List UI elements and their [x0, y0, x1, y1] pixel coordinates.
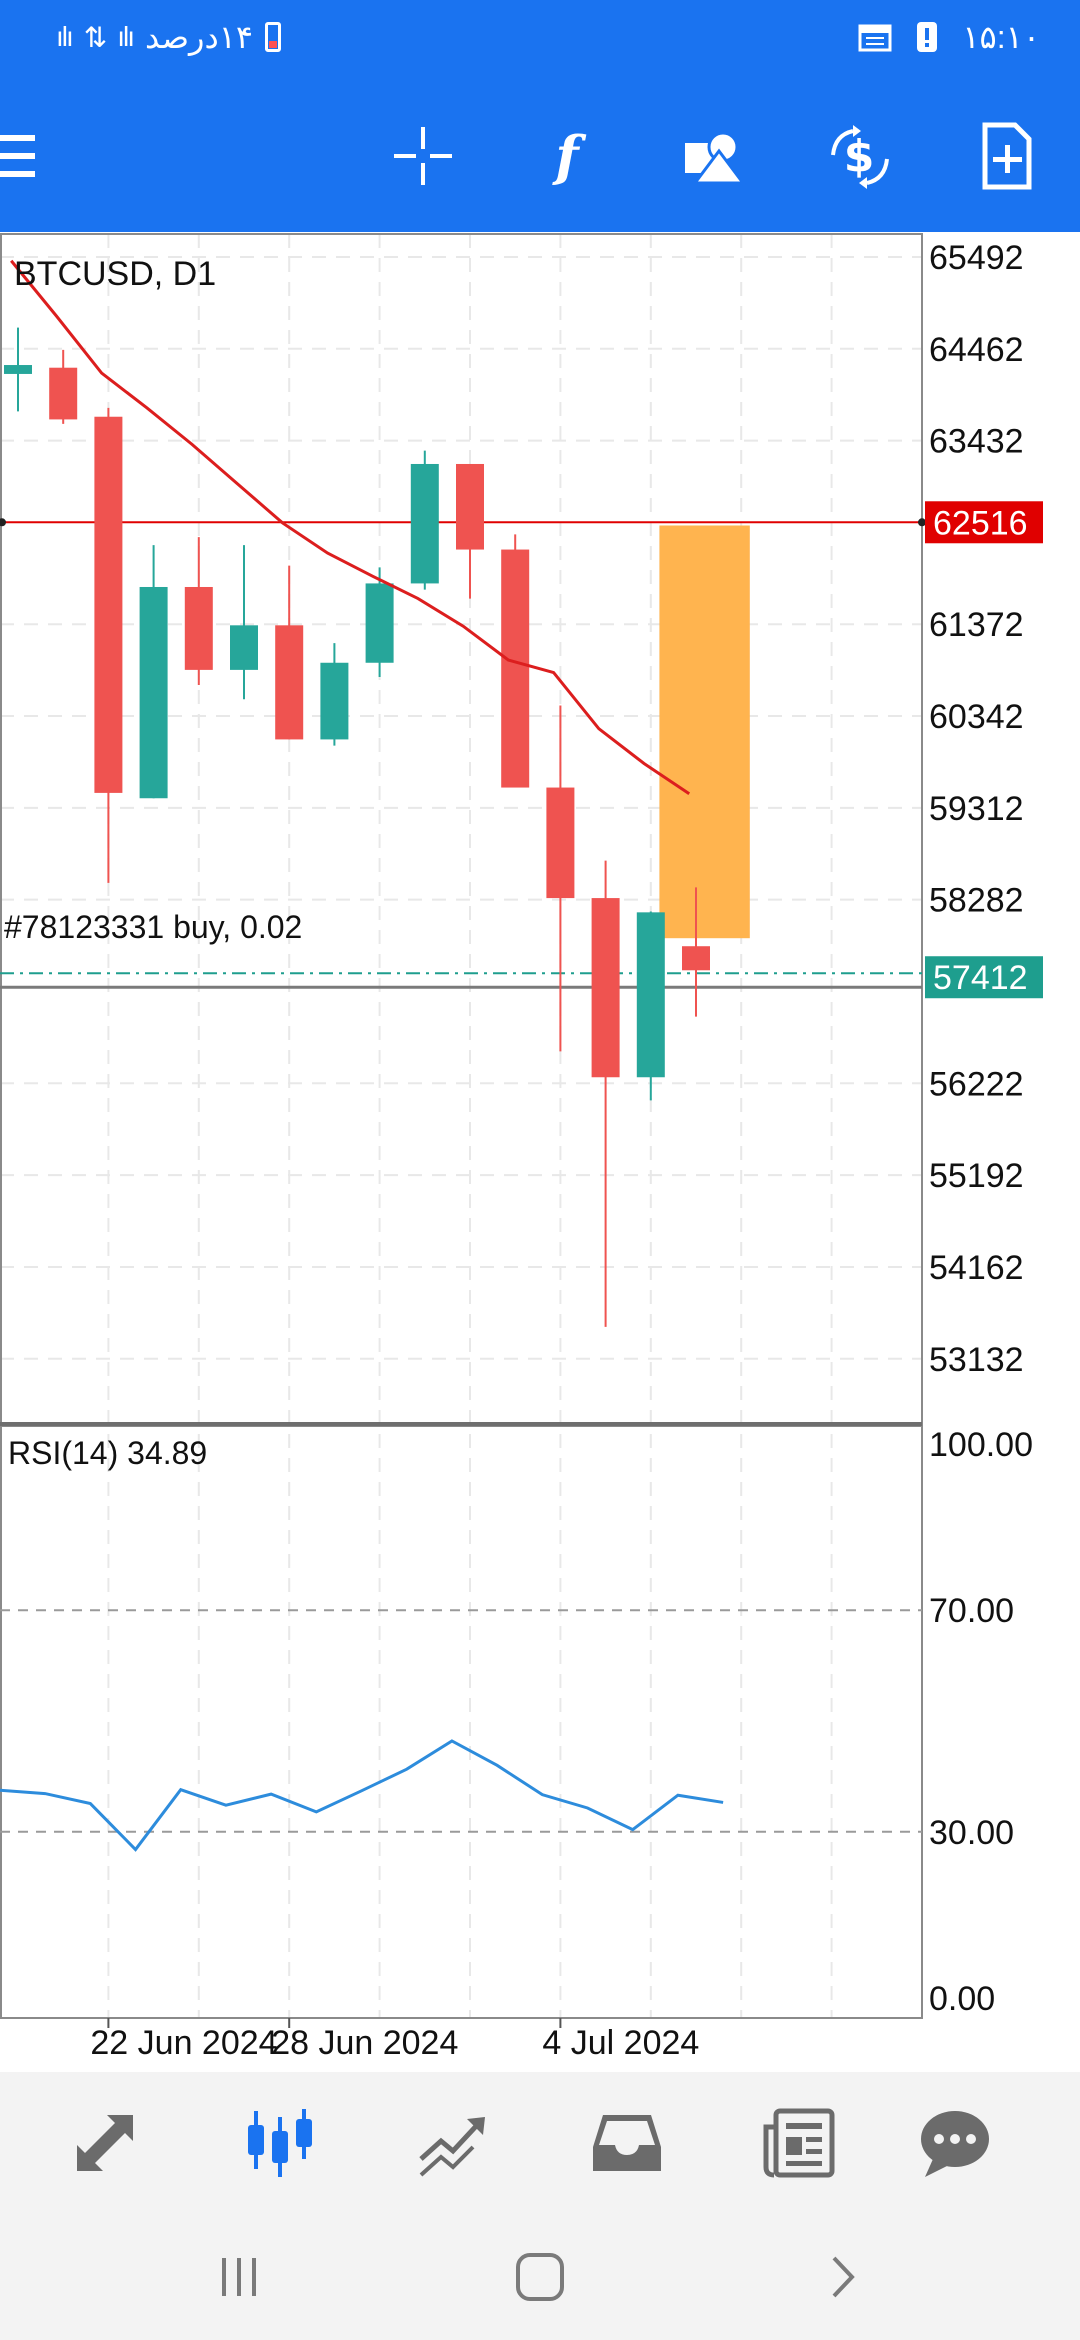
new-order-icon[interactable]	[964, 114, 1048, 198]
objects-icon[interactable]	[672, 114, 756, 198]
y-tick-label: 59312	[929, 790, 1024, 828]
clock: ۱۵:۱۰	[962, 19, 1040, 55]
news-icon[interactable]	[755, 2098, 845, 2188]
svg-text:$: $	[844, 131, 875, 182]
candle-body	[230, 625, 258, 670]
home-icon[interactable]	[505, 2242, 575, 2312]
y-tick-label: 63432	[929, 423, 1024, 461]
system-nav	[0, 2212, 1080, 2340]
status-right: ۱۵:۱۰	[858, 18, 1040, 56]
current-price-tag	[925, 501, 1043, 544]
chart-background	[0, 232, 1080, 2072]
moving-average-line	[10, 259, 691, 796]
candle-body	[94, 416, 123, 793]
y-tick-label: 60342	[929, 698, 1024, 736]
indicators-icon[interactable]: f	[525, 114, 609, 198]
y-tick-label: 64462	[929, 331, 1024, 369]
top-toolbar: f $	[0, 84, 1080, 232]
rsi-line	[0, 1739, 724, 1852]
chat-icon[interactable]	[910, 2098, 1000, 2188]
svg-text:f: f	[551, 124, 586, 188]
candle-body	[365, 583, 394, 663]
chart-svg[interactable]: BTCUSD, D1 #78123331 buy, 0.02 65492 64462 6…	[0, 232, 1080, 2072]
rsi-title: RSI(14) 34.89	[8, 1435, 207, 1471]
candle-body	[501, 549, 530, 788]
quotes-icon[interactable]	[62, 2098, 152, 2188]
position-label: #78123331 buy, 0.02	[4, 909, 302, 945]
rsi-tick-label: 70.00	[929, 1592, 1014, 1630]
candle-body	[320, 662, 349, 740]
trade-icon[interactable]: $	[818, 114, 902, 198]
chart-icon[interactable]	[235, 2098, 325, 2188]
candle-body	[636, 912, 665, 1078]
candle-body	[49, 367, 78, 420]
chart-area[interactable]: BTCUSD, D1 #78123331 buy, 0.02 65492 64462 6…	[0, 232, 1080, 2072]
x-tick-label: 28 Jun 2024	[271, 2024, 458, 2062]
data-arrows-icon: ⇅	[83, 21, 108, 53]
current-price-dot-right	[918, 518, 926, 527]
candle-body	[546, 787, 575, 899]
battery-icon	[265, 22, 282, 52]
highlight-zone	[659, 525, 750, 939]
rsi-tick-label: 0.00	[929, 1980, 995, 2018]
battery-percent: ۱۴درصد	[145, 19, 254, 55]
trade-icon[interactable]	[408, 2098, 498, 2188]
history-icon[interactable]	[582, 2098, 672, 2188]
candle-body	[184, 586, 213, 670]
current-price-dot-left	[0, 518, 6, 527]
current-price-tag-label: 62516	[933, 504, 1028, 542]
status-left: ۱۴درصد ılı ⇅ ılı	[56, 18, 282, 56]
position-price-tag-label: 57412	[933, 959, 1028, 997]
calendar-icon	[858, 24, 892, 52]
y-tick-label: 65492	[929, 239, 1024, 277]
y-tick-label: 61372	[929, 606, 1024, 644]
chart-title: BTCUSD, D1	[14, 255, 216, 293]
bottom-nav	[0, 2072, 1080, 2212]
alert-icon	[917, 22, 938, 52]
recent-apps-icon[interactable]	[204, 2242, 274, 2312]
crosshair-icon[interactable]	[381, 114, 465, 198]
rsi-tick-label: 100.00	[929, 1426, 1033, 1464]
x-tick-label: 4 Jul 2024	[542, 2024, 699, 2062]
y-tick-label: 56222	[929, 1065, 1024, 1103]
candle-body	[591, 898, 620, 1078]
position-price-tag	[925, 956, 1043, 999]
candle-body	[456, 463, 484, 550]
y-tick-label: 54162	[929, 1249, 1024, 1287]
y-tick-label: 53132	[929, 1341, 1024, 1379]
signal-icon: ılı	[56, 21, 74, 52]
back-icon[interactable]	[808, 2242, 878, 2312]
candle-body	[4, 365, 32, 374]
menu-icon[interactable]	[0, 114, 64, 198]
candle-body	[410, 463, 439, 584]
y-tick-label: 58282	[929, 882, 1024, 920]
candle-body	[139, 586, 168, 799]
candle-body	[275, 625, 304, 740]
y-tick-label: 55192	[929, 1157, 1024, 1195]
candle-body	[682, 946, 710, 971]
x-tick-label: 22 Jun 2024	[90, 2024, 277, 2062]
rsi-tick-label: 30.00	[929, 1814, 1014, 1852]
signal-icon: ılı	[117, 21, 135, 52]
status-bar: ۱۴درصد ılı ⇅ ılı ۱۵:۱۰	[0, 0, 1080, 84]
